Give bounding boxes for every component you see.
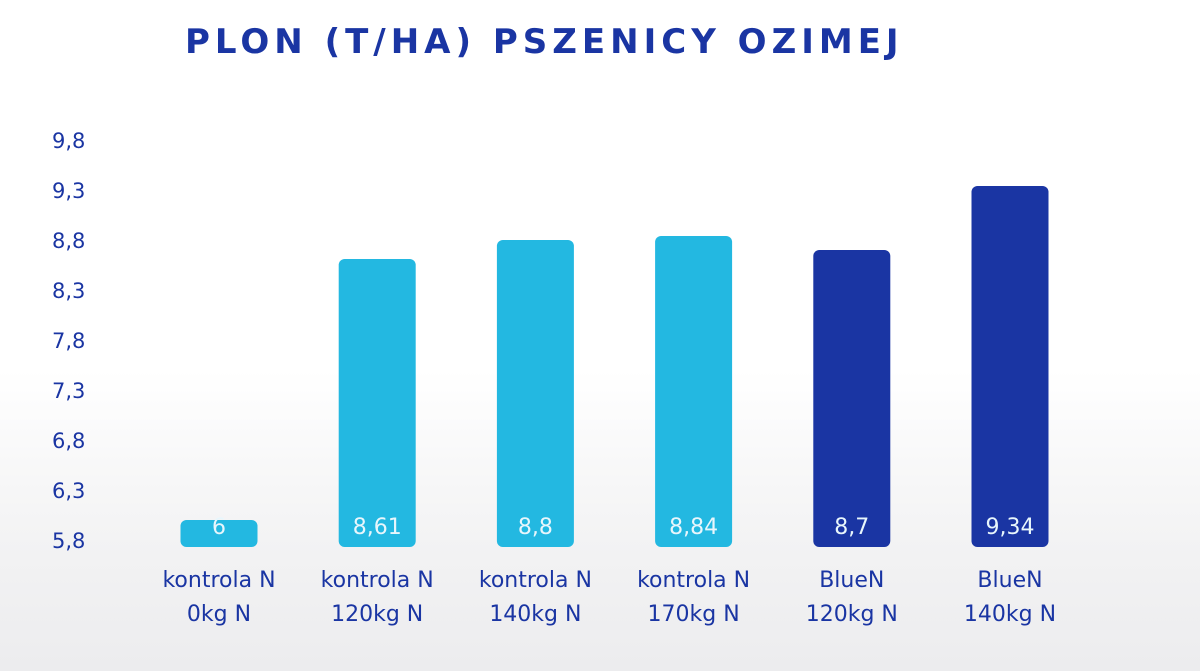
x-category-label: 0kg N <box>187 602 251 627</box>
x-category-label: 120kg N <box>806 602 898 627</box>
x-category-label: kontrola N <box>479 568 592 593</box>
x-category-label: kontrola N <box>637 568 750 593</box>
bars: 6 8,61 8,8 8,84 8,7 9,34 <box>180 186 1049 547</box>
x-category-label: kontrola N <box>321 568 434 593</box>
y-tick-label: 7,3 <box>52 379 85 403</box>
y-tick-label: 8,8 <box>52 229 85 253</box>
y-tick-label: 9,8 <box>52 129 85 153</box>
bar-value-label: 8,84 <box>669 515 718 540</box>
y-tick-label: 7,8 <box>52 329 85 353</box>
bar <box>971 186 1049 547</box>
y-tick-label: 6,8 <box>52 429 85 453</box>
bar-value-label: 8,8 <box>518 515 553 540</box>
x-category-label: BlueN <box>977 568 1042 593</box>
y-tick-label: 6,3 <box>52 479 85 503</box>
x-category-label: 120kg N <box>331 602 423 627</box>
y-tick-label: 8,3 <box>52 279 85 303</box>
bar <box>813 250 891 547</box>
bar-value-label: 8,7 <box>834 515 869 540</box>
bar <box>496 240 574 547</box>
x-category-label: 170kg N <box>648 602 740 627</box>
y-tick-label: 9,3 <box>52 179 85 203</box>
x-category-label: BlueN <box>819 568 884 593</box>
chart-title: PLON (T/HA) PSZENICY OZIMEJ <box>185 22 904 62</box>
x-axis: kontrola N 0kg N kontrola N 120kg N kontrola… <box>162 568 1056 627</box>
y-axis: 5,8 6,3 6,8 7,3 7,8 8,3 8,8 9,3 9,8 <box>52 129 85 553</box>
x-category-label: kontrola N <box>162 568 275 593</box>
bar-value-label: 8,61 <box>353 515 402 540</box>
x-category-label: 140kg N <box>964 602 1056 627</box>
x-category-label: 140kg N <box>489 602 581 627</box>
bar-value-label: 9,34 <box>986 515 1035 540</box>
y-tick-label: 5,8 <box>52 529 85 553</box>
bar-value-label: 6 <box>212 515 226 540</box>
bar <box>180 520 258 547</box>
bar <box>655 236 733 547</box>
bar <box>338 259 416 547</box>
